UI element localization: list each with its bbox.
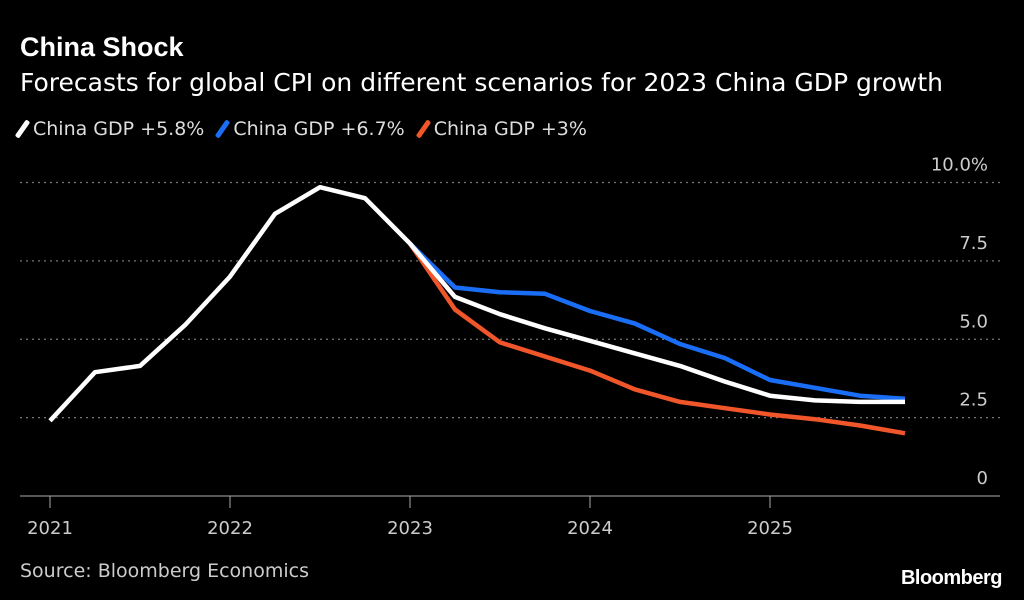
y-tick-label: 7.5 <box>959 233 988 254</box>
x-tick-label: 2022 <box>207 518 253 539</box>
series-line-1 <box>408 241 906 402</box>
legend-item-6-7: China GDP +6.7% <box>215 118 405 140</box>
legend-label: China GDP +5.8% <box>33 118 205 140</box>
x-tick-label: 2024 <box>567 518 613 539</box>
legend-label: China GDP +6.7% <box>233 118 405 140</box>
legend-item-3: China GDP +3% <box>415 118 587 140</box>
legend-label: China GDP +3% <box>433 118 587 140</box>
legend-item-5-8: China GDP +5.8% <box>14 118 205 140</box>
y-tick-label: 2.5 <box>959 390 988 411</box>
series-line-2 <box>408 242 906 436</box>
legend: China GDP +5.8% China GDP +6.7% China GD… <box>14 118 587 140</box>
chart-subtitle: Forecasts for global CPI on different sc… <box>20 68 944 97</box>
bloomberg-logo: Bloomberg <box>900 567 1003 589</box>
source-note: Source: Bloomberg Economics <box>20 560 309 582</box>
chart-title: China Shock <box>20 32 184 62</box>
series-line-0 <box>48 184 905 423</box>
x-tick-label: 2025 <box>747 518 793 539</box>
y-tick-label: 0 <box>977 468 988 489</box>
x-tick-label: 2023 <box>387 518 433 539</box>
y-tick-label: 5.0 <box>959 311 988 332</box>
x-tick-label: 2021 <box>27 518 73 539</box>
y-tick-label: 10.0% <box>931 155 988 176</box>
